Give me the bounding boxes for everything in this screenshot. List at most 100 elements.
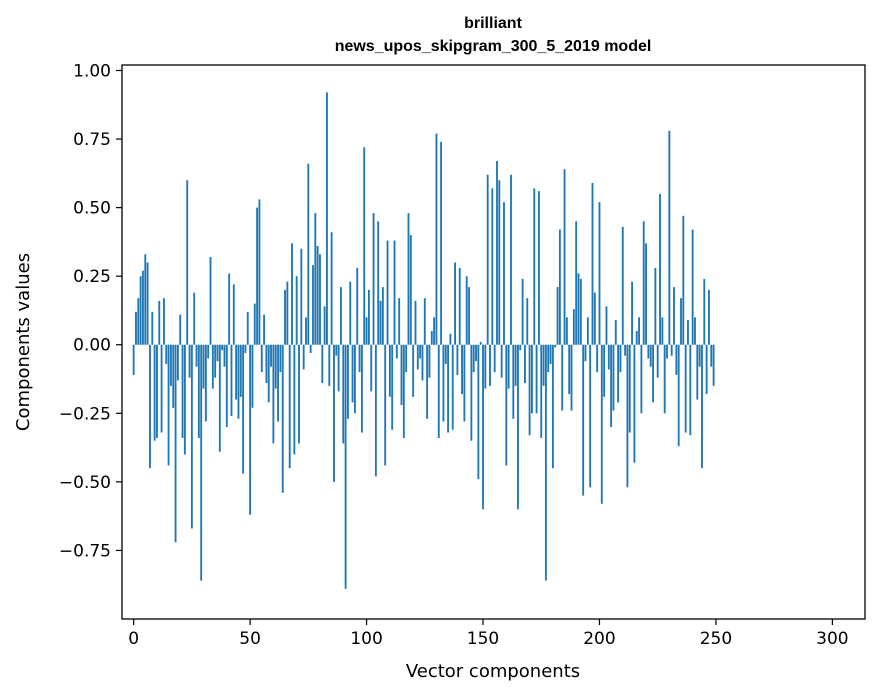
bar-119 — [409, 235, 412, 345]
bar-56 — [263, 314, 266, 345]
bar-27 — [195, 344, 198, 367]
bar-215 — [633, 344, 636, 463]
bar-172 — [533, 188, 536, 345]
bar-102 — [370, 344, 373, 392]
bar-70 — [295, 276, 298, 345]
bar-213 — [628, 344, 631, 433]
bar-217 — [638, 317, 640, 345]
bar-14 — [165, 344, 168, 364]
bar-237 — [684, 344, 687, 433]
bar-129 — [433, 317, 436, 345]
bar-127 — [428, 344, 431, 378]
bar-50 — [249, 344, 252, 515]
bar-206 — [612, 344, 615, 411]
bar-13 — [162, 298, 165, 345]
bar-86 — [333, 344, 335, 482]
bar-35 — [214, 344, 217, 378]
bar-105 — [377, 221, 380, 345]
bar-244 — [701, 344, 703, 469]
bar-121 — [414, 300, 417, 345]
bar-74 — [305, 317, 307, 345]
bar-145 — [470, 344, 473, 441]
bar-221 — [647, 344, 650, 359]
bar-8 — [151, 311, 154, 345]
bar-130 — [435, 133, 438, 345]
bar-236 — [682, 215, 685, 345]
bar-194 — [584, 344, 587, 362]
bar-100 — [365, 317, 368, 345]
bar-246 — [705, 344, 708, 395]
bar-62 — [277, 344, 279, 422]
bar-90 — [342, 344, 345, 444]
bar-97 — [358, 344, 361, 373]
bar-92 — [347, 344, 349, 419]
bar-202 — [603, 344, 606, 397]
bar-136 — [449, 333, 452, 345]
bar-173 — [535, 344, 538, 414]
bar-170 — [528, 344, 531, 436]
bar-187 — [568, 344, 571, 395]
bar-164 — [514, 344, 517, 386]
bar-116 — [402, 344, 405, 438]
bar-133 — [442, 344, 445, 422]
bar-134 — [444, 344, 447, 364]
bar-111 — [391, 344, 394, 430]
bar-177 — [544, 344, 547, 581]
x-tick-label: 300 — [816, 629, 848, 649]
bar-228 — [663, 344, 666, 414]
bar-26 — [193, 292, 196, 345]
bar-226 — [659, 193, 661, 345]
bar-171 — [531, 344, 533, 414]
bar-208 — [617, 344, 620, 403]
bar-198 — [593, 292, 596, 345]
bar-204 — [607, 344, 610, 370]
bar-68 — [291, 243, 293, 345]
bar-24 — [188, 344, 191, 378]
bar-71 — [298, 344, 300, 444]
bar-156 — [496, 160, 498, 345]
y-tick-label: −0.75 — [59, 541, 111, 561]
bar-81 — [321, 344, 324, 384]
plot-frame — [121, 64, 866, 620]
bar-197 — [591, 182, 594, 345]
bar-117 — [405, 344, 408, 373]
bar-227 — [661, 317, 664, 345]
bar-19 — [176, 344, 179, 381]
bar-233 — [675, 344, 678, 375]
bar-184 — [561, 344, 564, 411]
bar-95 — [353, 344, 356, 414]
bar-140 — [458, 267, 461, 345]
bar-42 — [230, 344, 233, 417]
bar-147 — [475, 344, 477, 362]
bar-118 — [407, 213, 410, 345]
bar-99 — [363, 147, 366, 345]
bar-80 — [319, 254, 321, 345]
bar-53 — [256, 207, 259, 345]
bar-203 — [605, 306, 608, 345]
bar-2 — [137, 298, 140, 345]
bar-158 — [500, 344, 503, 378]
bar-232 — [673, 287, 675, 345]
bar-241 — [694, 317, 696, 345]
bar-20 — [179, 314, 182, 345]
bar-238 — [687, 320, 689, 345]
bar-178 — [547, 344, 550, 373]
bar-54 — [258, 199, 261, 345]
bar-167 — [521, 278, 524, 345]
x-tick-label: 150 — [467, 629, 499, 649]
bar-106 — [379, 300, 382, 345]
bar-211 — [624, 344, 627, 356]
bar-216 — [635, 331, 638, 345]
bar-139 — [456, 344, 459, 375]
chart-title-line-1: brilliant — [464, 15, 522, 32]
bar-12 — [160, 344, 163, 433]
bar-23 — [186, 180, 189, 345]
bar-25 — [190, 344, 193, 529]
y-tick-label: 0.50 — [73, 199, 111, 219]
bar-146 — [472, 344, 475, 373]
bar-91 — [344, 344, 347, 589]
bar-45 — [237, 344, 240, 419]
bar-82 — [323, 306, 326, 345]
bar-219 — [642, 221, 645, 345]
bar-201 — [600, 344, 603, 504]
